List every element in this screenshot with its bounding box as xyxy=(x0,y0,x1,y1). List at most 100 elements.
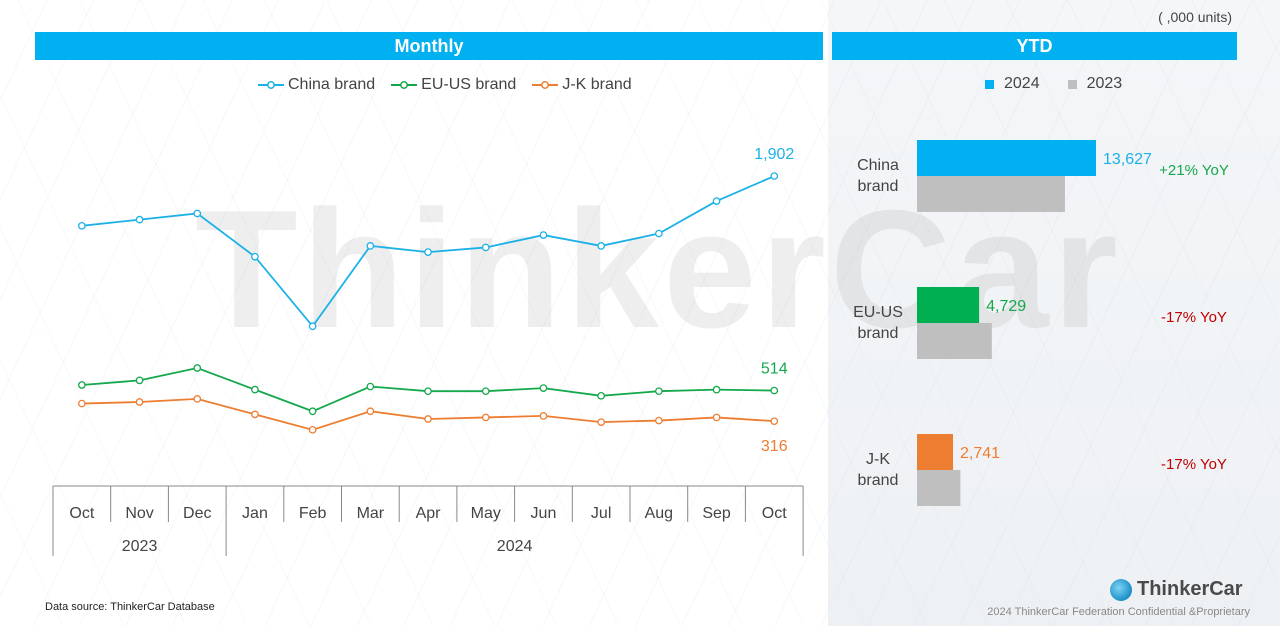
data-point xyxy=(193,395,202,403)
yoy-label: -17% YoY xyxy=(1161,456,1227,473)
x-tick-label: Oct xyxy=(69,505,94,522)
confidential-note: 2024 ThinkerCar Federation Confidential … xyxy=(987,606,1250,618)
legend-line-marker-euus xyxy=(391,81,418,89)
data-point xyxy=(770,172,779,180)
end-value-label: 1,902 xyxy=(754,146,794,163)
x-year-label: 2023 xyxy=(122,538,158,555)
data-point xyxy=(366,407,375,416)
bar-2024 xyxy=(917,434,954,470)
data-point xyxy=(366,242,375,250)
brand-logo: ThinkerCar xyxy=(1110,578,1243,601)
x-year-label: 2024 xyxy=(497,538,533,555)
brand-logo-text: ThinkerCar xyxy=(1137,578,1243,600)
category-label: China xyxy=(857,157,899,174)
data-point xyxy=(597,242,606,250)
legend-label-2024: 2024 xyxy=(1004,75,1040,92)
thinkercar-logo-icon xyxy=(1110,578,1132,601)
bar-2023 xyxy=(917,176,1065,212)
legend-line-marker-jk xyxy=(532,81,559,89)
yoy-label: -17% YoY xyxy=(1161,309,1227,326)
category-label: brand xyxy=(858,472,899,489)
data-point xyxy=(770,386,779,395)
category-label: J-K xyxy=(866,451,890,468)
x-tick-label: May xyxy=(471,505,501,522)
data-point xyxy=(481,243,490,252)
data-point xyxy=(539,231,548,239)
legend-line-marker-china xyxy=(258,81,284,89)
data-point xyxy=(135,215,144,224)
legend-item-jk: J-K brand xyxy=(532,76,632,94)
x-tick-label: Dec xyxy=(183,505,211,522)
legend-label-jk: J-K brand xyxy=(562,76,632,93)
x-tick-label: Aug xyxy=(645,505,673,522)
bar-value-label: 4,729 xyxy=(986,298,1026,315)
monthly-legend: China brand EU-US brand J-K brand xyxy=(258,76,632,94)
monthly-line-chart: Oct Nov Dec Jan Feb Mar Apr May Jun Jul Aug Sep Oct 2… xyxy=(52,146,804,556)
x-tick-label: Apr xyxy=(416,505,442,522)
data-point xyxy=(366,382,375,391)
data-point xyxy=(597,418,606,426)
x-tick-label: Jul xyxy=(591,505,611,522)
data-point xyxy=(135,376,144,385)
yoy-label: +21% YoY xyxy=(1159,162,1229,179)
data-point xyxy=(78,221,86,230)
data-point xyxy=(539,412,548,420)
data-point xyxy=(78,399,86,408)
legend-swatch-2024 xyxy=(985,79,994,89)
data-point xyxy=(251,252,259,261)
legend-label-china: China brand xyxy=(288,76,376,93)
ytd-panel-background xyxy=(828,0,1280,626)
legend-label-2023: 2023 xyxy=(1086,75,1123,92)
legend-item-2024: 2024 xyxy=(985,75,1040,93)
data-point xyxy=(481,387,490,396)
data-point xyxy=(193,209,202,218)
data-source-note: Data source: ThinkerCar Database xyxy=(45,601,215,613)
data-point xyxy=(251,385,259,394)
data-point xyxy=(135,398,144,406)
data-point xyxy=(251,410,259,419)
data-point xyxy=(78,381,86,389)
data-point xyxy=(539,384,548,392)
bar-value-label: 2,741 xyxy=(960,445,1000,462)
data-point xyxy=(654,229,663,238)
category-label: EU-US xyxy=(853,304,903,321)
bar-2024 xyxy=(917,140,1096,176)
data-point xyxy=(308,425,317,434)
bar-2024 xyxy=(917,287,980,323)
data-point xyxy=(770,417,779,426)
data-point xyxy=(597,391,606,400)
x-tick-label: Feb xyxy=(299,505,327,522)
x-tick-label: Jan xyxy=(242,505,268,522)
data-point xyxy=(654,416,663,425)
data-point xyxy=(424,415,432,423)
data-point xyxy=(308,407,317,416)
legend-item-euus: EU-US brand xyxy=(391,76,516,94)
x-tick-label: Mar xyxy=(357,505,385,522)
data-point xyxy=(308,322,317,331)
bar-value-label: 13,627 xyxy=(1103,151,1152,168)
data-point xyxy=(424,248,432,256)
x-tick-label: Sep xyxy=(702,505,731,522)
category-label: brand xyxy=(858,325,899,342)
category-label: brand xyxy=(858,178,899,195)
data-point xyxy=(424,387,432,396)
data-point xyxy=(193,364,202,372)
legend-item-2023: 2023 xyxy=(1067,75,1123,93)
monthly-banner: Monthly xyxy=(35,32,823,60)
bar-2023 xyxy=(917,323,992,359)
legend-swatch-2023 xyxy=(1067,79,1077,89)
x-tick-label: Jun xyxy=(531,505,557,522)
end-value-label: 316 xyxy=(761,438,788,455)
units-note: ( ,000 units) xyxy=(1158,9,1232,25)
data-point xyxy=(712,197,721,205)
bar-2023 xyxy=(917,470,961,506)
end-value-label: 514 xyxy=(761,361,788,378)
data-point xyxy=(481,413,490,422)
x-tick-label: Oct xyxy=(762,505,787,522)
legend-label-euus: EU-US brand xyxy=(421,76,517,93)
x-tick-label: Nov xyxy=(125,505,153,522)
data-point xyxy=(654,387,663,396)
data-point xyxy=(712,385,721,394)
legend-item-china: China brand xyxy=(258,76,375,94)
